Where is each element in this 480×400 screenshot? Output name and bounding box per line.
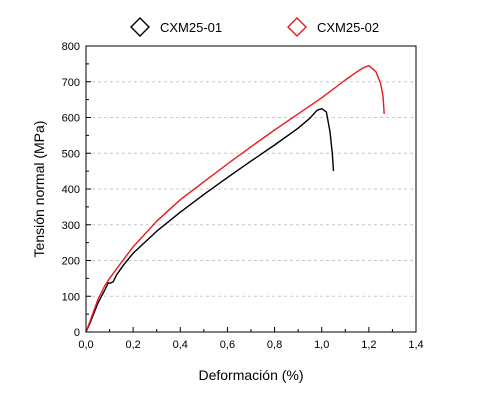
y-tick-label: 400 [62,184,80,196]
y-tick-label: 100 [62,291,80,303]
y-axis-title: Tensión normal (MPa) [31,121,47,258]
y-tick-label: 600 [62,113,80,125]
x-tick-label: 0,2 [125,339,140,351]
series-line-cxm25-02 [85,65,385,333]
y-tick-label: 700 [62,77,80,89]
legend-label-cxm25-01: CXM25-01 [160,20,222,35]
series-line-cxm25-01 [85,107,335,333]
y-tick-label: 800 [62,41,80,53]
x-tick-label: 0,6 [220,339,235,351]
y-tick-label: 300 [62,220,80,232]
series-layer [85,65,385,333]
x-tick-label: 1,2 [361,339,376,351]
x-tick-label: 1,0 [314,339,329,351]
tick-labels: 0 100 200 300 400 500 600 700 800 0,0 0,2 0,4 0,6 0,8… [62,41,424,351]
x-tick-label: 0,4 [173,339,188,351]
legend-item-cxm25-01: CXM25-01 [130,17,222,37]
grid-lines [86,81,416,297]
y-tick-label: 500 [62,148,80,160]
y-tick-label: 0 [74,327,80,339]
x-tick-label: 0,8 [267,339,282,351]
legend-marker-cxm25-01 [130,17,150,37]
legend-marker-cxm25-02 [287,17,307,37]
x-tick-label: 1,4 [408,339,423,351]
legend-label-cxm25-02: CXM25-02 [317,20,379,35]
legend-item-cxm25-02: CXM25-02 [287,17,379,37]
axis-ticks [85,45,417,333]
y-tick-label: 200 [62,256,80,268]
legend: CXM25-01 CXM25-02 [130,17,379,37]
x-tick-label: 0,0 [78,339,93,351]
x-axis-title: Deformación (%) [198,367,303,383]
